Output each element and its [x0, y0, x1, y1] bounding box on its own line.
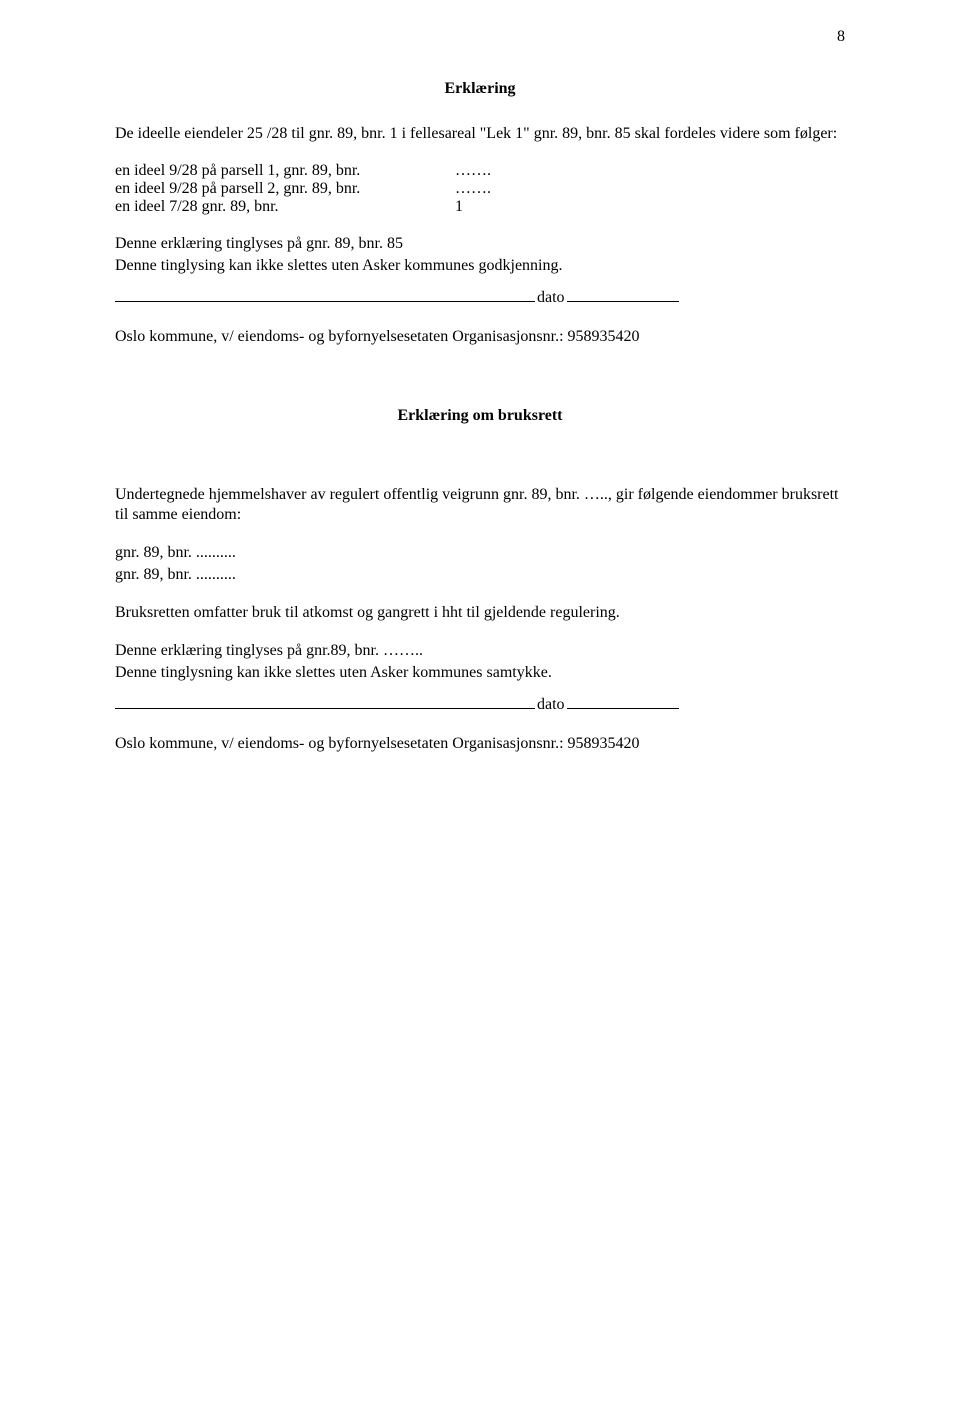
dato-underline	[567, 693, 679, 709]
parsell-value: …….	[455, 180, 491, 198]
section1-intro: De ideelle eiendeler 25 /28 til gnr. 89,…	[115, 124, 845, 144]
tinglys2-line2: Denne tinglysning kan ikke slettes uten …	[115, 663, 845, 683]
signature-underline	[115, 693, 535, 709]
dato-label: dato	[537, 289, 565, 307]
dato-label: dato	[537, 696, 565, 714]
gnr-line: gnr. 89, bnr. ..........	[115, 543, 845, 563]
parsell-lines: en ideel 9/28 på parsell 1, gnr. 89, bnr…	[115, 162, 845, 216]
section1-title: Erklæring	[115, 80, 845, 98]
parsell-text: en ideel 7/28 gnr. 89, bnr.	[115, 198, 455, 216]
parsell-line: en ideel 9/28 på parsell 2, gnr. 89, bnr…	[115, 180, 845, 198]
bruksrett-text: Bruksretten omfatter bruk til atkomst og…	[115, 603, 845, 623]
dato-underline	[567, 286, 679, 302]
tinglys-block2: Denne erklæring tinglyses på gnr.89, bnr…	[115, 641, 845, 683]
tinglys-line1: Denne erklæring tinglyses på gnr. 89, bn…	[115, 234, 845, 254]
parsell-value: …….	[455, 162, 491, 180]
document-body: Erklæring De ideelle eiendeler 25 /28 ti…	[115, 80, 845, 754]
parsell-value: 1	[455, 198, 463, 216]
section2-title: Erklæring om bruksrett	[115, 407, 845, 425]
section2-intro: Undertegnede hjemmelshaver av regulert o…	[115, 485, 845, 525]
org-suffix: Organisasjonsnr.: 958935420	[452, 735, 639, 752]
signature-line: dato	[115, 286, 845, 307]
tinglys-block: Denne erklæring tinglyses på gnr. 89, bn…	[115, 234, 845, 276]
page-number: 8	[837, 28, 845, 46]
parsell-text: en ideel 9/28 på parsell 2, gnr. 89, bnr…	[115, 180, 455, 198]
org-line: Oslo kommune, v/ eiendoms- og byfornyels…	[115, 327, 845, 347]
tinglys-line2: Denne tinglysing kan ikke slettes uten A…	[115, 256, 845, 276]
signature-line2: dato	[115, 693, 845, 714]
org-line2: Oslo kommune, v/ eiendoms- og byfornyels…	[115, 734, 845, 754]
parsell-line: en ideel 7/28 gnr. 89, bnr. 1	[115, 198, 845, 216]
gnr-lines: gnr. 89, bnr. .......... gnr. 89, bnr. .…	[115, 543, 845, 585]
gnr-line: gnr. 89, bnr. ..........	[115, 565, 845, 585]
tinglys2-line1: Denne erklæring tinglyses på gnr.89, bnr…	[115, 641, 845, 661]
org-suffix: Organisasjonsnr.: 958935420	[452, 328, 639, 345]
org-prefix: Oslo kommune, v/ eiendoms- og byfornyels…	[115, 735, 452, 752]
org-prefix: Oslo kommune, v/ eiendoms- og byfornyels…	[115, 328, 452, 345]
signature-underline	[115, 286, 535, 302]
parsell-text: en ideel 9/28 på parsell 1, gnr. 89, bnr…	[115, 162, 455, 180]
parsell-line: en ideel 9/28 på parsell 1, gnr. 89, bnr…	[115, 162, 845, 180]
